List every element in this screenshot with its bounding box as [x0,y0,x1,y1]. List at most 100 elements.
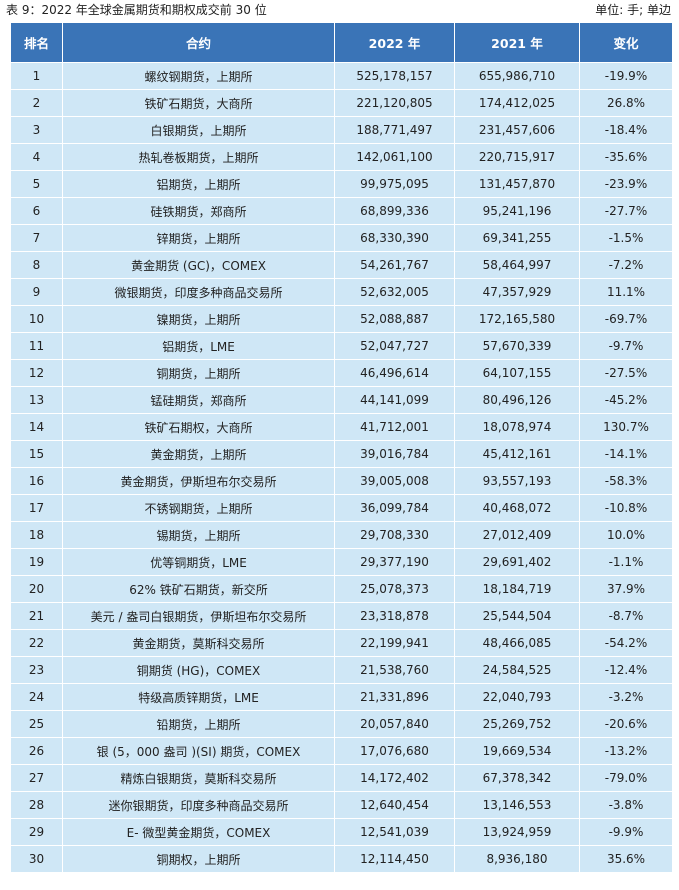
change-cell: -79.0% [579,764,673,792]
header-rank: 排名 [10,22,63,63]
contract-cell: 银 (5，000 盎司 )(SI) 期货，COMEX [62,737,335,765]
volume-2022-cell: 46,496,614 [334,359,455,387]
table-row: 13 锰硅期货，郑商所 44,141,099 80,496,126 -45.2% [10,386,673,414]
table-row: 29 E- 微型黄金期货，COMEX 12,541,039 13,924,959 -9.… [10,818,673,846]
volume-2021-cell: 18,078,974 [454,413,580,441]
contract-cell: 白银期货，上期所 [62,116,335,144]
table-row: 23 铜期货 (HG)，COMEX 21,538,760 24,584,525 -12.… [10,656,673,684]
volume-2021-cell: 25,544,504 [454,602,580,630]
rank-cell: 1 [10,62,63,90]
change-cell: -69.7% [579,305,673,333]
table-row: 8 黄金期货 (GC)，COMEX 54,261,767 58,464,997 -7.2… [10,251,673,279]
volume-2021-cell: 231,457,606 [454,116,580,144]
change-cell: -19.9% [579,62,673,90]
rank-cell: 20 [10,575,63,603]
table-row: 6 硅铁期货，郑商所 68,899,336 95,241,196 -27.7% [10,197,673,225]
volume-2022-cell: 22,199,941 [334,629,455,657]
table-row: 7 锌期货，上期所 68,330,390 69,341,255 -1.5% [10,224,673,252]
change-cell: -27.7% [579,197,673,225]
rank-cell: 8 [10,251,63,279]
change-cell: -7.2% [579,251,673,279]
volume-2022-cell: 99,975,095 [334,170,455,198]
table-row: 28 迷你银期货，印度多种商品交易所 12,640,454 13,146,553 -3.… [10,791,673,819]
volume-2022-cell: 20,057,840 [334,710,455,738]
contract-cell: 铝期货，上期所 [62,170,335,198]
volume-2021-cell: 80,496,126 [454,386,580,414]
rank-cell: 15 [10,440,63,468]
table-row: 2 铁矿石期货，大商所 221,120,805 174,412,025 26.8% [10,89,673,117]
volume-2022-cell: 21,538,760 [334,656,455,684]
volume-2021-cell: 19,669,534 [454,737,580,765]
rank-cell: 9 [10,278,63,306]
volume-2021-cell: 67,378,342 [454,764,580,792]
contract-cell: 镍期货，上期所 [62,305,335,333]
volume-2021-cell: 45,412,161 [454,440,580,468]
volume-2021-cell: 27,012,409 [454,521,580,549]
change-cell: 37.9% [579,575,673,603]
table-row: 26 银 (5，000 盎司 )(SI) 期货，COMEX 17,076,680 19… [10,737,673,765]
volume-2022-cell: 44,141,099 [334,386,455,414]
rank-cell: 4 [10,143,63,171]
change-cell: -13.2% [579,737,673,765]
change-cell: -20.6% [579,710,673,738]
volume-2022-cell: 12,541,039 [334,818,455,846]
table-row: 15 黄金期货，上期所 39,016,784 45,412,161 -14.1% [10,440,673,468]
volume-2022-cell: 54,261,767 [334,251,455,279]
contract-cell: 特级高质锌期货，LME [62,683,335,711]
change-cell: 11.1% [579,278,673,306]
volume-2021-cell: 8,936,180 [454,845,580,873]
rank-cell: 17 [10,494,63,522]
table-row: 5 铝期货，上期所 99,975,095 131,457,870 -23.9% [10,170,673,198]
volume-2021-cell: 131,457,870 [454,170,580,198]
contract-cell: 黄金期货，伊斯坦布尔交易所 [62,467,335,495]
rank-cell: 10 [10,305,63,333]
change-cell: -1.5% [579,224,673,252]
volume-2021-cell: 13,146,553 [454,791,580,819]
change-cell: 35.6% [579,845,673,873]
contract-cell: 不锈钢期货，上期所 [62,494,335,522]
contract-cell: 螺纹钢期货，上期所 [62,62,335,90]
volume-2022-cell: 188,771,497 [334,116,455,144]
contract-cell: 锰硅期货，郑商所 [62,386,335,414]
volume-2021-cell: 93,557,193 [454,467,580,495]
volume-2022-cell: 68,330,390 [334,224,455,252]
contract-cell: 锌期货，上期所 [62,224,335,252]
contract-cell: 黄金期货，上期所 [62,440,335,468]
volume-2021-cell: 13,924,959 [454,818,580,846]
table-row: 20 62% 铁矿石期货，新交所 25,078,373 18,184,719 37.9% [10,575,673,603]
contract-cell: 铁矿石期权，大商所 [62,413,335,441]
volume-2022-cell: 52,632,005 [334,278,455,306]
rank-cell: 27 [10,764,63,792]
header-row: 排名 合约 2022 年 2021 年变化 [10,22,673,63]
contract-cell: 铅期货，上期所 [62,710,335,738]
rank-cell: 11 [10,332,63,360]
contract-cell: 62% 铁矿石期货，新交所 [62,575,335,603]
contract-cell: 热轧卷板期货，上期所 [62,143,335,171]
change-cell: -9.7% [579,332,673,360]
volume-2021-cell: 174,412,025 [454,89,580,117]
contract-cell: 铁矿石期货，大商所 [62,89,335,117]
volume-2022-cell: 23,318,878 [334,602,455,630]
rank-cell: 28 [10,791,63,819]
contract-cell: 黄金期货 (GC)，COMEX [62,251,335,279]
volume-2021-cell: 64,107,155 [454,359,580,387]
ranking-table: 排名 合约 2022 年 2021 年变化 1 螺纹钢期货，上期所 525,178,157… [10,22,673,873]
volume-2022-cell: 14,172,402 [334,764,455,792]
change-cell: -1.1% [579,548,673,576]
table-row: 25 铅期货，上期所 20,057,840 25,269,752 -20.6% [10,710,673,738]
rank-cell: 6 [10,197,63,225]
volume-2022-cell: 221,120,805 [334,89,455,117]
contract-cell: 微银期货，印度多种商品交易所 [62,278,335,306]
table-row: 27 精炼白银期货，莫斯科交易所 14,172,402 67,378,342 -79.0… [10,764,673,792]
volume-2022-cell: 142,061,100 [334,143,455,171]
change-cell: 26.8% [579,89,673,117]
change-cell: -58.3% [579,467,673,495]
volume-2021-cell: 57,670,339 [454,332,580,360]
volume-2022-cell: 68,899,336 [334,197,455,225]
volume-2022-cell: 29,708,330 [334,521,455,549]
volume-2021-cell: 22,040,793 [454,683,580,711]
rank-cell: 13 [10,386,63,414]
volume-2022-cell: 525,178,157 [334,62,455,90]
table-row: 10 镍期货，上期所 52,088,887 172,165,580 -69.7% [10,305,673,333]
table-row: 11 铝期货，LME 52,047,727 57,670,339 -9.7% [10,332,673,360]
